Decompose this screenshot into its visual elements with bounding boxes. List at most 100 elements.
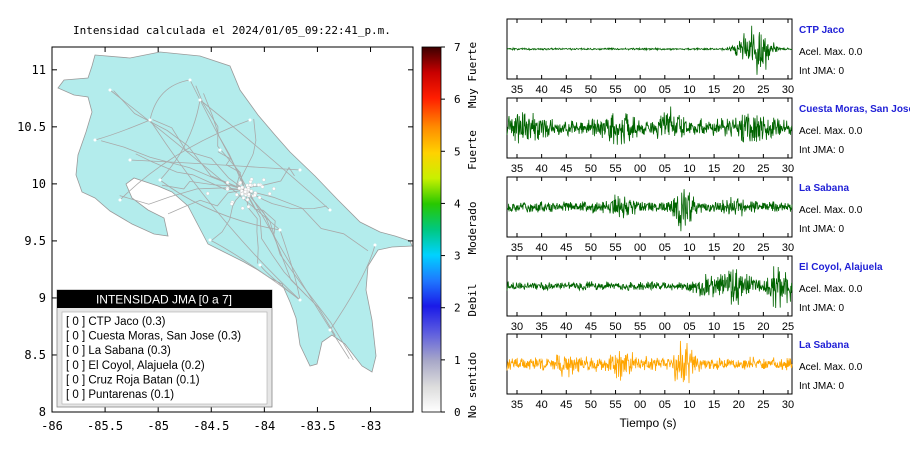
station-dot (247, 192, 251, 197)
station-dot (240, 206, 245, 211)
map-y-tick-label: 9.5 (24, 234, 46, 248)
waveform-tick-label: 05 (683, 321, 695, 333)
map-x-tick-label: -85 (147, 419, 169, 433)
map-frame (51, 46, 414, 413)
station-dot (253, 193, 257, 198)
waveform-tick-label: 45 (585, 321, 597, 333)
station-dot (262, 178, 266, 182)
waveform-panel: 35 40 45 50 55 00 05 10 15 20 25 30 CTP Jaco Acel. Ma… (506, 18, 863, 96)
map-y-tick-label: 11 (32, 63, 46, 77)
waveform-tick-label: 00 (634, 163, 646, 175)
waveform-tick-label: 30 (782, 399, 794, 411)
map-x-tick-label: -85.5 (87, 419, 123, 433)
waveform-tick-label: 45 (560, 163, 572, 175)
road (113, 90, 246, 191)
road (159, 99, 201, 181)
waveform-tick-label: 45 (560, 242, 572, 254)
colorbar-class-label: Muy Fuerte (466, 42, 479, 108)
station-dot (252, 183, 257, 187)
waveform-tick-label: 55 (609, 242, 621, 254)
waveform-tick-label: 40 (536, 242, 548, 254)
waveform-panel: 35 40 45 50 55 00 05 10 15 20 25 30 Cuesta Moras, Sa… (506, 97, 910, 175)
station-dot (373, 243, 377, 247)
station-dot (278, 228, 282, 232)
waveform-tick-label: 30 (782, 163, 794, 175)
road (244, 166, 295, 191)
colorbar-tick-label: 0 (454, 406, 461, 419)
colorbar-tick-label: 1 (454, 354, 461, 367)
waveform-tick-label: 10 (683, 399, 695, 411)
station-dot (249, 189, 254, 193)
colorbar-tick-label: 2 (454, 302, 461, 315)
station-dot (260, 185, 265, 189)
map-x-tick-label: -86 (41, 419, 63, 433)
waveform-tick-label: 15 (708, 163, 720, 175)
waveform-tick-label: 25 (757, 84, 769, 96)
station-dot (158, 178, 162, 182)
waveform-tick-label: 30 (511, 321, 523, 333)
waveform-tick-label: 25 (782, 321, 794, 333)
legend-item: [ 0 ] La Sabana (0.3) (66, 345, 171, 357)
waveform-jma: Int JMA: 0 (799, 66, 844, 77)
intensity-legend: INTENSIDAD JMA [0 a 7] [ 0 ] CTP Jaco (0… (56, 289, 273, 408)
waveform-accel: Acel. Max. 0.0 (799, 47, 863, 58)
road (129, 159, 301, 171)
waveform-tick-label: 55 (609, 84, 621, 96)
road (161, 180, 246, 191)
waveform-tick-label: 50 (585, 399, 597, 411)
station-dot (267, 191, 272, 196)
waveform-tick-label: 50 (609, 321, 621, 333)
costa-rica-land (57, 51, 413, 373)
colorbar-class-label: Fuerte (466, 130, 479, 170)
waveform-tick-label: 40 (536, 399, 548, 411)
waveform-tick-label: 35 (511, 84, 523, 96)
colorbar-tick-label: 6 (454, 93, 461, 106)
station-dot (168, 213, 172, 217)
waveform-tick-label: 20 (733, 163, 745, 175)
waveform-tick-label: 20 (733, 399, 745, 411)
map-x-tick-label: -83 (360, 419, 382, 433)
waveform-tick-label: 40 (560, 321, 572, 333)
road (240, 118, 257, 191)
station-dot (328, 208, 332, 212)
station-dot (298, 298, 302, 302)
waveform-panel: 35 40 45 50 55 00 05 10 15 20 25 30 La Sabana Acel. M… (506, 176, 863, 254)
colorbar-class-label: Moderado (466, 202, 479, 255)
map-title: Intensidad calculada el 2024/01/05_09:22… (73, 24, 391, 37)
waveform-tick-label: 35 (511, 163, 523, 175)
waveform-trace (506, 266, 793, 309)
road (159, 179, 281, 231)
station-dot (225, 180, 230, 185)
waveform-xlabel: Tiempo (s) (620, 416, 677, 430)
waveform-tick-label: 05 (659, 242, 671, 254)
road (244, 189, 369, 252)
station-dot (238, 180, 243, 185)
waveform-tick-label: 05 (659, 163, 671, 175)
waveform-tick-label: 05 (659, 84, 671, 96)
waveform-tick-label: 35 (536, 321, 548, 333)
station-dot (188, 78, 192, 82)
station-dot (249, 177, 254, 181)
road (279, 229, 301, 301)
waveform-tick-label: 10 (708, 321, 720, 333)
waveform-trace (506, 106, 793, 145)
station-dot (248, 183, 253, 187)
station-dot (198, 98, 202, 102)
road (149, 79, 191, 121)
legend-item: [ 0 ] Cuesta Moras, San Jose (0.3) (66, 331, 241, 343)
map-y-tick-label: 8.5 (24, 348, 46, 362)
waveform-tick-label: 00 (634, 84, 646, 96)
waveform-tick-label: 55 (609, 163, 621, 175)
legend-item: [ 0 ] Cruz Roja Batan (0.1) (66, 374, 200, 386)
waveform-tick-label: 10 (683, 84, 695, 96)
road (149, 119, 301, 301)
legend-item: [ 0 ] CTP Jaco (0.3) (66, 316, 166, 328)
road (217, 151, 246, 191)
station-dot (235, 192, 239, 197)
station-dot (298, 168, 302, 172)
station-dot (258, 263, 262, 267)
station-dot (257, 195, 262, 200)
waveform-jma: Int JMA: 0 (799, 145, 844, 156)
map-y-tick-label: 8 (39, 405, 46, 419)
waveform-station-name: La Sabana (799, 183, 849, 194)
